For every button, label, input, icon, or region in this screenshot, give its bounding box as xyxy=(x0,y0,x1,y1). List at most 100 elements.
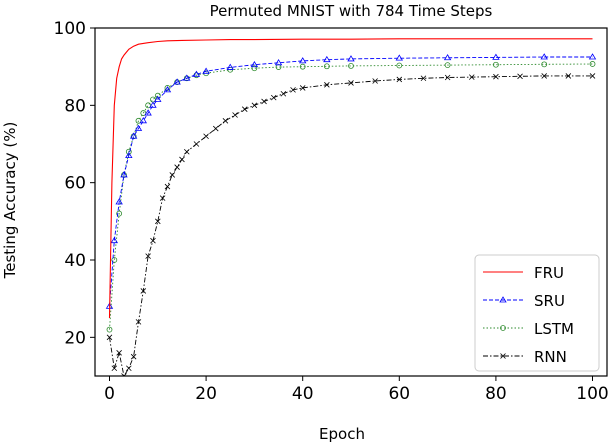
series-point-sru xyxy=(149,101,157,108)
series-point-lstm xyxy=(589,61,596,67)
series-point-sru xyxy=(347,55,355,62)
series-point-sru xyxy=(120,171,128,178)
series-point-rnn xyxy=(241,106,248,112)
series-point-sru xyxy=(202,67,210,74)
series-fru xyxy=(108,38,593,319)
series-point-sru xyxy=(250,60,259,68)
series-point-lstm xyxy=(541,61,548,68)
series-point-lstm xyxy=(106,326,113,333)
series-point-sru xyxy=(129,132,138,139)
series-point-rnn xyxy=(420,75,427,82)
series-point-rnn xyxy=(299,85,306,91)
series-point-rnn xyxy=(174,164,180,170)
series-point-rnn xyxy=(270,94,277,101)
series-point-sru xyxy=(125,151,133,158)
x-tick-label-4: 80 xyxy=(485,384,507,404)
series-point-rnn xyxy=(493,73,499,80)
series-point-rnn xyxy=(150,237,156,244)
series-point-rnn xyxy=(169,172,176,178)
series-point-lstm xyxy=(444,62,451,69)
legend-marker-sru xyxy=(499,296,507,303)
series-point-rnn xyxy=(183,148,190,155)
series-point-rnn xyxy=(145,253,151,259)
series-point-sru xyxy=(154,95,162,102)
series-point-sru xyxy=(183,74,191,81)
series-point-rnn xyxy=(159,195,166,201)
legend-label-lstm: LSTM xyxy=(534,320,574,338)
series-point-rnn xyxy=(179,156,185,163)
series-point-sru xyxy=(274,59,283,66)
y-axis-label: Testing Accuracy (%) xyxy=(1,122,19,280)
series-point-rnn xyxy=(468,74,475,80)
series-point-sru xyxy=(144,109,152,116)
legend-marker-lstm xyxy=(500,325,506,331)
series-point-rnn xyxy=(106,334,113,341)
series-point-rnn xyxy=(589,73,596,79)
series-line-fru xyxy=(108,38,593,319)
series-point-sru xyxy=(110,236,119,244)
series-point-lstm xyxy=(323,63,330,70)
series-point-lstm xyxy=(348,62,354,69)
legend: FRU SRU LSTM RNN xyxy=(474,254,600,372)
series-point-rnn xyxy=(565,73,572,79)
series-point-lstm xyxy=(396,62,403,69)
series-line-rnn xyxy=(109,75,593,376)
series-point-lstm xyxy=(299,63,306,70)
series-point-rnn xyxy=(121,373,127,376)
series-point-sru xyxy=(298,57,307,64)
series-point-sru xyxy=(134,124,143,131)
series-point-rnn xyxy=(261,98,267,105)
series-point-rnn xyxy=(126,365,132,372)
series-point-sru xyxy=(588,53,597,60)
x-axis-ticks: 0 20 40 60 80 100 xyxy=(104,376,608,404)
legend-item-lstm: LSTM xyxy=(483,320,574,338)
series-point-sru xyxy=(395,54,404,61)
plot-lines xyxy=(105,38,597,376)
legend-label-sru: SRU xyxy=(534,292,565,310)
series-point-lstm xyxy=(251,65,258,72)
series-point-rnn xyxy=(324,82,330,88)
series-point-rnn xyxy=(130,353,137,360)
series-point-rnn xyxy=(396,76,403,83)
legend-marker-rnn xyxy=(500,353,506,359)
series-point-rnn xyxy=(164,183,171,190)
series-point-rnn xyxy=(251,102,258,109)
series-rnn xyxy=(106,73,596,376)
series-point-sru xyxy=(226,63,234,70)
series-point-rnn xyxy=(232,112,238,118)
series-point-rnn xyxy=(116,350,122,356)
legend-item-rnn: RNN xyxy=(483,348,567,366)
series-point-rnn xyxy=(222,118,229,124)
series-point-sru xyxy=(173,78,181,85)
series-point-rnn xyxy=(193,141,200,147)
series-point-sru xyxy=(139,117,148,124)
x-tick-label-5: 100 xyxy=(576,384,608,404)
series-point-rnn xyxy=(541,73,547,79)
chart-title: Permuted MNIST with 784 Time Steps xyxy=(210,2,493,20)
legend-box xyxy=(474,254,600,372)
series-point-sru xyxy=(163,86,172,93)
x-tick-label-3: 60 xyxy=(388,384,410,404)
x-tick-label-2: 40 xyxy=(292,384,314,404)
series-point-lstm xyxy=(140,110,147,116)
series-point-rnn xyxy=(517,73,523,80)
series-point-sru xyxy=(323,55,331,63)
series-point-sru xyxy=(192,70,201,77)
series-line-sru xyxy=(109,56,593,307)
x-tick-label-0: 0 xyxy=(104,384,115,404)
series-point-rnn xyxy=(212,125,219,132)
legend-label-rnn: RNN xyxy=(534,348,567,366)
series-point-rnn xyxy=(348,80,354,86)
series-point-sru xyxy=(443,53,452,61)
series-point-rnn xyxy=(372,78,378,84)
series-point-sru xyxy=(492,53,500,60)
plot-frame xyxy=(94,27,608,377)
x-axis-label: Epoch xyxy=(319,425,365,443)
y-tick-label-0: 20 xyxy=(64,328,86,348)
series-point-rnn xyxy=(155,218,161,225)
series-point-lstm xyxy=(111,257,118,263)
series-point-sru xyxy=(540,53,548,60)
y-tick-label-1: 40 xyxy=(64,251,86,271)
series-point-rnn xyxy=(290,87,296,93)
